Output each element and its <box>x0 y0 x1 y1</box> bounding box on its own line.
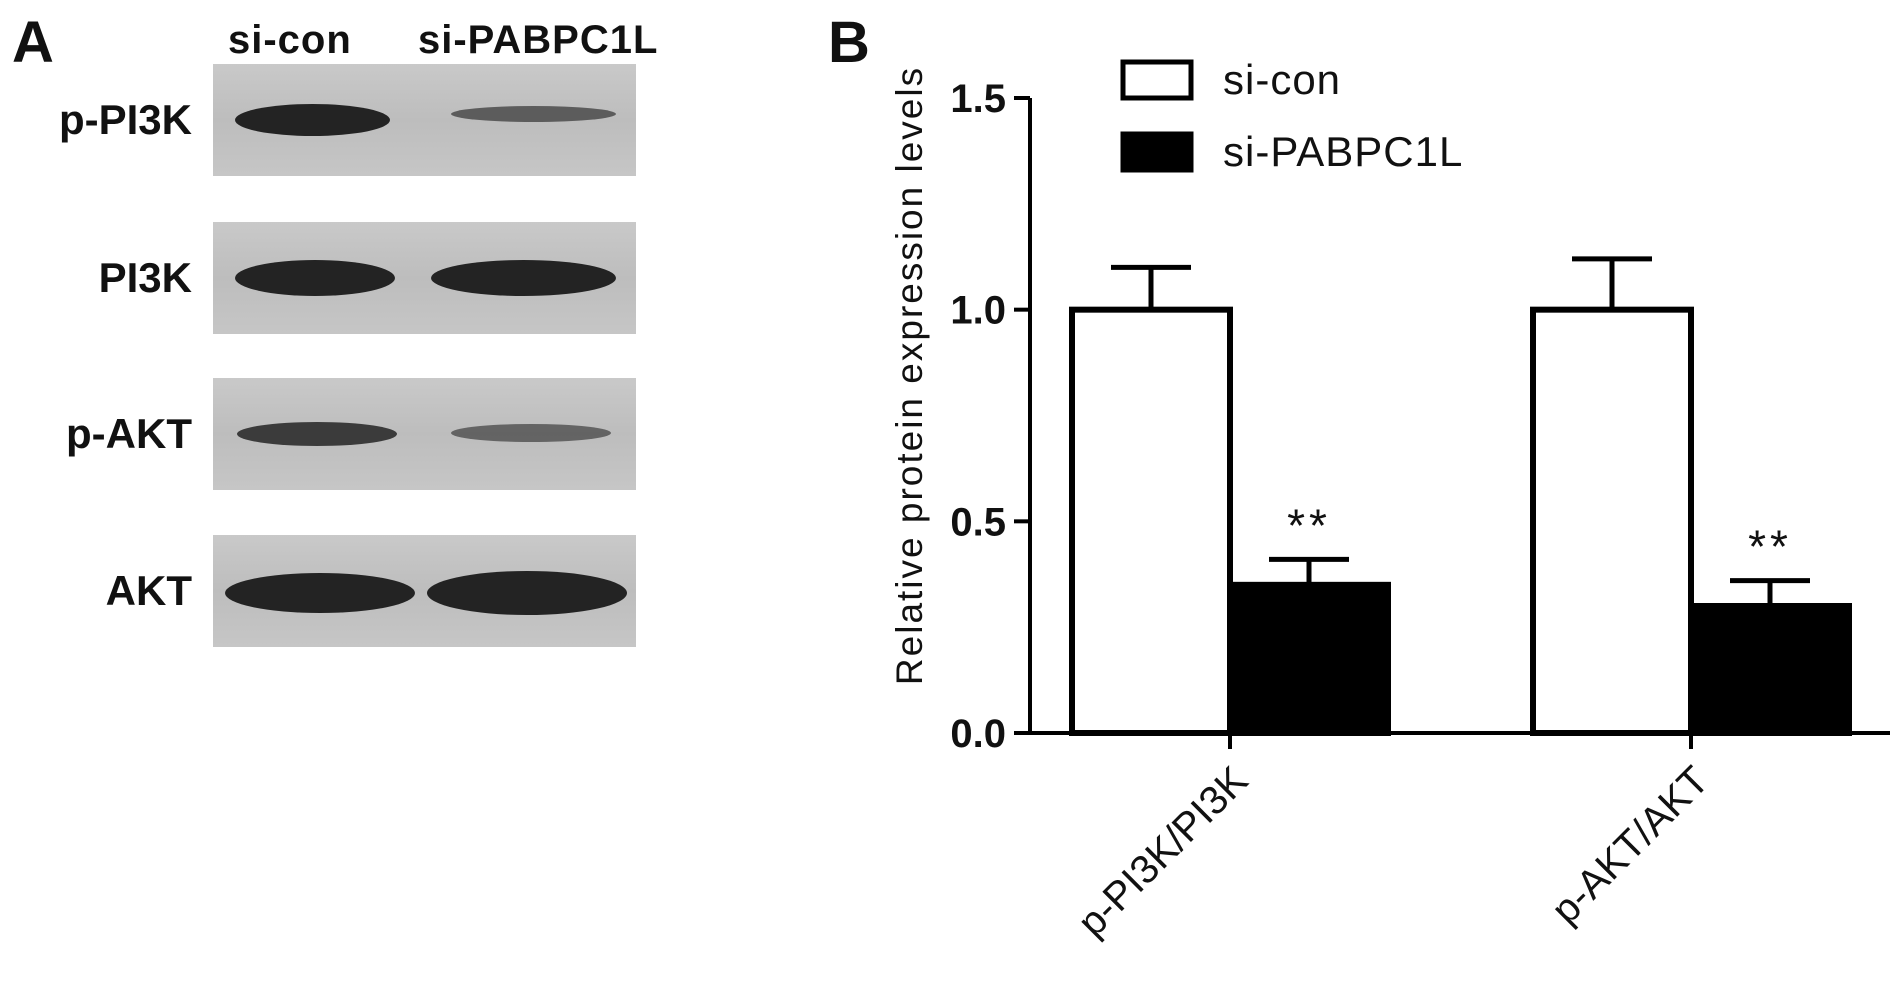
blot-label: AKT <box>105 567 192 614</box>
significance-annotation: ** <box>1287 499 1331 551</box>
blot-row-akt: AKT <box>0 535 640 647</box>
legend-label: si-PABPC1L <box>1223 128 1463 175</box>
blot-band <box>427 571 627 615</box>
y-axis-label: Relative protein expression levels <box>889 66 930 685</box>
blot-band <box>451 106 616 122</box>
bar-si-con <box>1069 306 1233 736</box>
x-tick-label: p-AKT/AKT <box>1543 758 1717 932</box>
significance-annotation: ** <box>1748 521 1792 573</box>
panel-a-label: A <box>12 10 54 75</box>
blot-strip <box>213 64 636 176</box>
panel-b-label: B <box>828 10 870 75</box>
blot-row-pi3k: PI3K <box>0 222 640 334</box>
y-tick-label: 1.0 <box>950 289 1006 333</box>
lane-label-si-con: si-con <box>228 18 352 62</box>
blot-band <box>225 573 415 613</box>
bar-si-pabpc1l <box>1227 581 1391 736</box>
blot-band <box>431 260 616 296</box>
y-tick-label: 0.0 <box>950 712 1006 756</box>
blot-band <box>237 422 397 446</box>
x-tick-label: p-PI3K/PI3K <box>1070 758 1257 945</box>
blot-label: p-PI3K <box>58 96 192 143</box>
blot-band <box>235 260 395 296</box>
blot-strip <box>213 378 636 490</box>
lane-label-si-pabpc1l: si-PABPC1L <box>418 18 659 62</box>
legend-swatch <box>1120 131 1194 173</box>
y-tick-label: 0.5 <box>950 500 1006 544</box>
blot-strip <box>213 222 636 334</box>
blot-label: p-AKT <box>66 410 192 457</box>
legend-swatch <box>1120 59 1194 101</box>
blot-band <box>235 104 390 136</box>
blot-row-p-akt: p-AKT <box>0 378 640 490</box>
legend-label: si-con <box>1223 56 1341 103</box>
blot-row-p-pi3k: p-PI3K <box>0 64 640 176</box>
bar-si-pabpc1l <box>1688 603 1852 736</box>
blot-strip <box>213 535 636 647</box>
blot-label: PI3K <box>98 254 192 301</box>
y-tick-label: 1.5 <box>950 77 1006 121</box>
blot-band <box>451 424 611 442</box>
bar-si-con <box>1530 306 1694 736</box>
